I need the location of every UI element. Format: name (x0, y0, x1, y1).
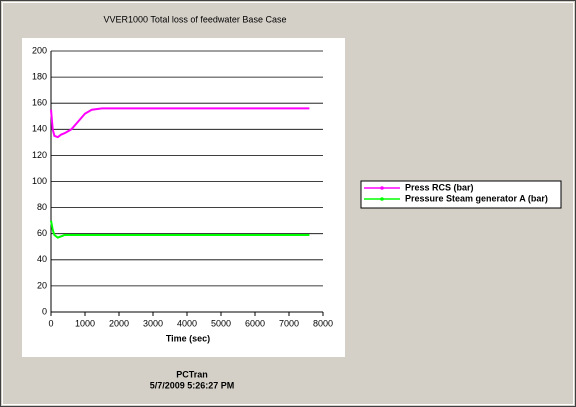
legend-label: Press RCS (bar) (405, 182, 474, 192)
y-tick-label: 160 (32, 98, 47, 108)
y-tick-label: 60 (37, 228, 47, 238)
y-tick-label: 200 (32, 45, 47, 55)
legend-marker (380, 197, 384, 201)
x-tick-label: 0 (48, 318, 53, 328)
plot-background (22, 38, 345, 357)
x-tick-label: 5000 (211, 318, 231, 328)
y-tick-label: 140 (32, 124, 47, 134)
x-tick-label: 4000 (177, 318, 197, 328)
y-tick-label: 20 (37, 280, 47, 290)
x-tick-label: 2000 (109, 318, 129, 328)
footer-timestamp: 5/7/2009 5:26:27 PM (150, 380, 235, 390)
series-line (50, 107, 310, 139)
x-tick-label: 6000 (245, 318, 265, 328)
x-axis-label: Time (sec) (166, 333, 210, 343)
x-tick-label: 3000 (143, 318, 163, 328)
chart-title: VVER1000 Total loss of feedwater Base Ca… (104, 14, 287, 24)
y-tick-label: 80 (37, 202, 47, 212)
x-tick-label: 7000 (279, 318, 299, 328)
y-tick-label: 40 (37, 254, 47, 264)
series-line (50, 220, 310, 239)
y-tick-label: 0 (42, 306, 47, 316)
y-tick-label: 120 (32, 150, 47, 160)
footer-program: PCTran (176, 369, 208, 379)
y-tick-label: 180 (32, 71, 47, 81)
legend-label: Pressure Steam generator A (bar) (405, 193, 548, 203)
x-tick-label: 8000 (313, 318, 333, 328)
y-tick-label: 100 (32, 176, 47, 186)
legend-box (360, 180, 562, 209)
legend-marker (380, 186, 384, 190)
x-tick-label: 1000 (75, 318, 95, 328)
